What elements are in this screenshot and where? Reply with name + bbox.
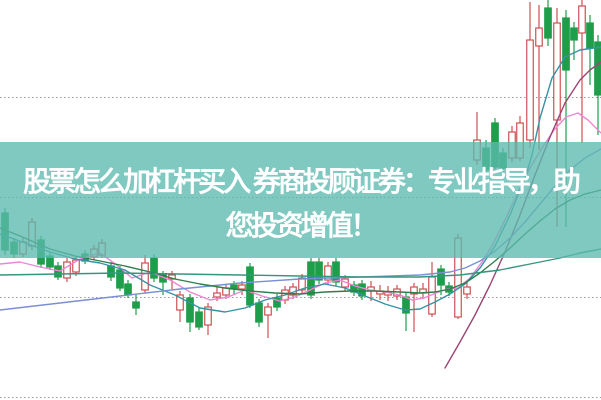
candle-body-up [72, 259, 80, 273]
candle-body-down [273, 297, 281, 308]
promo-banner: 股票怎么加杠杆买入 券商投顾证券：专业指导，助 您投资增值！ [0, 142, 601, 258]
candle-body-up [578, 5, 586, 34]
banner-text-line1: 股票怎么加杠杆买入 券商投顾证券：专业指导，助 [23, 166, 581, 197]
candle-body-down [570, 27, 578, 41]
candle-body-down [562, 17, 570, 71]
candle-body-up [63, 261, 71, 279]
candle-body-down [54, 265, 62, 278]
candle-body-up [324, 265, 332, 281]
candle-body-up [204, 306, 212, 326]
candle-body-down [594, 41, 601, 96]
candle-body-down [107, 265, 115, 278]
candle-body-up [535, 27, 543, 47]
candle-body-down [246, 266, 254, 306]
candle-body-down [186, 297, 194, 323]
candle-body-down [358, 283, 366, 297]
candle-body-up [141, 262, 149, 291]
candle-body-down [124, 283, 132, 296]
candle-body-up [463, 286, 471, 295]
banner-text-line2: 您投资增值！ [225, 210, 378, 241]
candle-body-down [437, 268, 445, 286]
candle-body-down [255, 302, 263, 323]
candle-body-down [586, 22, 594, 49]
candle-body-down [332, 261, 340, 283]
candle-body-down [315, 261, 323, 281]
candle-body-down [195, 311, 203, 328]
candle-body-up [298, 277, 306, 291]
candle-body-up [176, 294, 184, 311]
candle-body-up [553, 22, 561, 121]
candle-body-up [264, 306, 272, 316]
ma-teal [0, 248, 601, 278]
candle-body-up [238, 284, 246, 290]
candle-body-up [526, 39, 534, 141]
candle-body-up [213, 292, 221, 298]
candle-body-down [116, 269, 124, 289]
candle-body-down [150, 257, 158, 279]
candle-body-down [132, 301, 140, 309]
candle-body-down [544, 7, 552, 39]
candle-body-up [410, 286, 418, 295]
